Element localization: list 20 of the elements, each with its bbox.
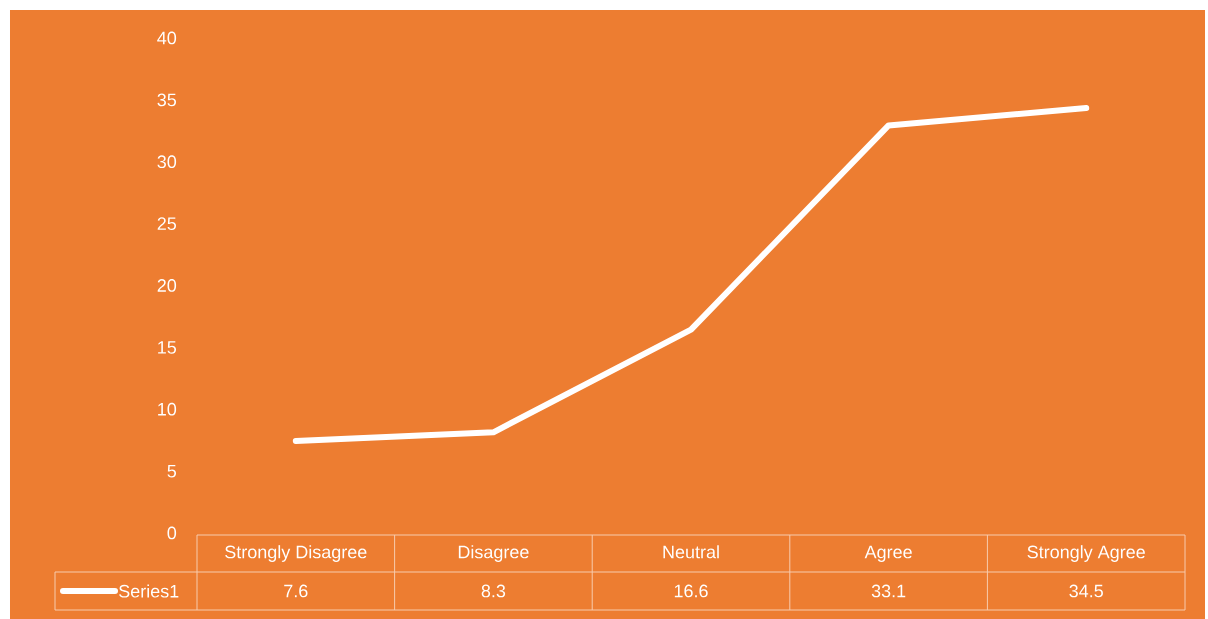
data-label: 33.1 (871, 584, 906, 598)
y-tick-label: 10 (158, 402, 177, 416)
data-label: 16.6 (674, 584, 708, 598)
x-tick-label: Strongly Agree (1027, 545, 1145, 562)
x-tick-label: Neutral (663, 545, 719, 559)
y-tick-label: 15 (158, 341, 177, 354)
y-tick-label: 20 (157, 279, 177, 292)
y-tick-label: 25 (157, 217, 177, 230)
y-tick-label: 0 (167, 526, 177, 540)
data-label: 8.3 (481, 584, 506, 598)
data-label: 7.6 (284, 584, 308, 598)
x-tick-label: Agree (864, 545, 912, 562)
x-tick-label: Strongly Disagree (225, 545, 367, 562)
y-tick-label: 35 (157, 93, 177, 107)
data-label: 34.5 (1069, 584, 1103, 598)
x-tick-label: Disagree (458, 545, 529, 562)
y-tick-label: 40 (157, 31, 177, 45)
y-tick-label: 30 (157, 155, 177, 169)
legend-label: Series1 (119, 584, 179, 598)
y-tick-label: 5 (167, 464, 177, 478)
